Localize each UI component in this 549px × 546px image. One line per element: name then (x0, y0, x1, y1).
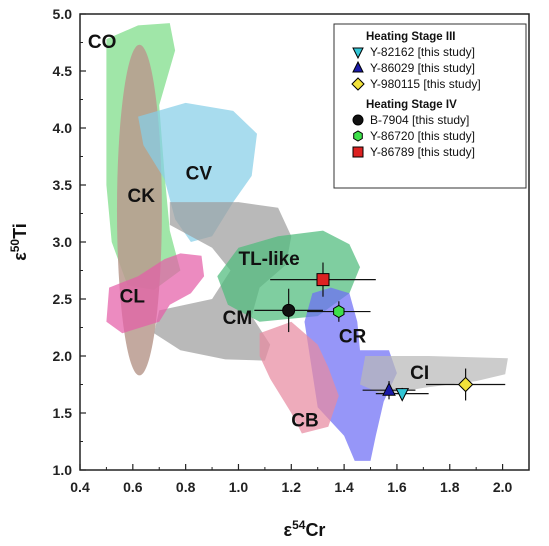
x-tick-label: 1.8 (440, 479, 460, 495)
x-tick-label: 2.0 (493, 479, 513, 495)
x-axis-title: ε54Cr (284, 518, 326, 540)
region-label-ck: CK (128, 186, 156, 207)
legend-heading: Heating Stage III (366, 31, 455, 43)
legend-box (333, 23, 527, 189)
region-layer (106, 23, 508, 461)
legend-heading: Heating Stage IV (366, 99, 457, 111)
region-label-tl-like: TL-like (238, 249, 299, 270)
point-y-86720 (333, 304, 345, 319)
legend-entry: Y-82162 [this study] (370, 45, 475, 59)
region-ci (360, 356, 508, 395)
y-tick-label: 4.0 (53, 120, 73, 136)
region-cb (259, 321, 339, 434)
legend-marker-b-7904 (352, 114, 364, 126)
x-tick-label: 1.2 (282, 479, 302, 495)
point-y-980115 (457, 376, 474, 393)
legend-entry: Y-980115 [this study] (370, 77, 481, 91)
region-label-cl: CL (120, 286, 146, 307)
point-y-82162 (395, 388, 410, 402)
region-label-cr: CR (339, 326, 367, 347)
point-y-86789 (316, 273, 330, 287)
x-tick-label: 0.4 (70, 479, 90, 495)
marker-layer (282, 273, 474, 402)
y-tick-label: 4.5 (53, 63, 73, 79)
y-tick-label: 5.0 (53, 6, 73, 22)
region-cm (154, 202, 292, 361)
legend-marker-y-86789 (352, 146, 364, 158)
legend-entry: B-7904 [this study] (370, 113, 469, 127)
y-tick-label: 1.0 (53, 462, 73, 478)
legend: Heating Stage III Y-82162 [this study] Y-8… (333, 23, 527, 189)
axes: 0.4 0.6 0.8 1.0 1.2 1.4 1.6 1.8 2.0 1.0 1.5 2.0 2.5 3… (8, 6, 530, 540)
legend-marker-y-86720 (353, 130, 363, 142)
x-tick-label: 0.6 (123, 479, 143, 495)
legend-marker-y-86029 (352, 60, 364, 73)
point-b-7904 (282, 303, 296, 317)
region-label-cv: CV (186, 163, 213, 184)
y-tick-label: 3.5 (53, 177, 73, 193)
y-axis-title: ε50Ti (8, 223, 30, 261)
region-cl (106, 253, 205, 334)
region-label-cm: CM (223, 308, 253, 329)
y-tick-label: 2.0 (53, 348, 73, 364)
x-tick-label: 1.4 (334, 479, 354, 495)
region-label-cb: CB (291, 411, 318, 432)
legend-marker-y-980115 (351, 77, 365, 91)
legend-entry: Y-86789 [this study] (370, 145, 475, 159)
region-label-co: CO (88, 32, 117, 53)
y-tick-label: 1.5 (53, 405, 73, 421)
region-label-ci: CI (410, 363, 429, 384)
x-tick-label: 0.8 (176, 479, 196, 495)
legend-entry: Y-86720 [this study] (370, 129, 475, 143)
legend-entry: Y-86029 [this study] (370, 61, 475, 75)
x-tick-label: 1.6 (387, 479, 407, 495)
region-label-layer: CO CK CV CM CL TL-like CR CB CI (88, 32, 429, 431)
x-tick-label: 1.0 (229, 479, 249, 495)
y-tick-label: 2.5 (53, 291, 73, 307)
legend-marker-y-82162 (352, 47, 364, 60)
y-tick-label: 3.0 (53, 234, 73, 250)
point-y-86029 (382, 382, 396, 396)
